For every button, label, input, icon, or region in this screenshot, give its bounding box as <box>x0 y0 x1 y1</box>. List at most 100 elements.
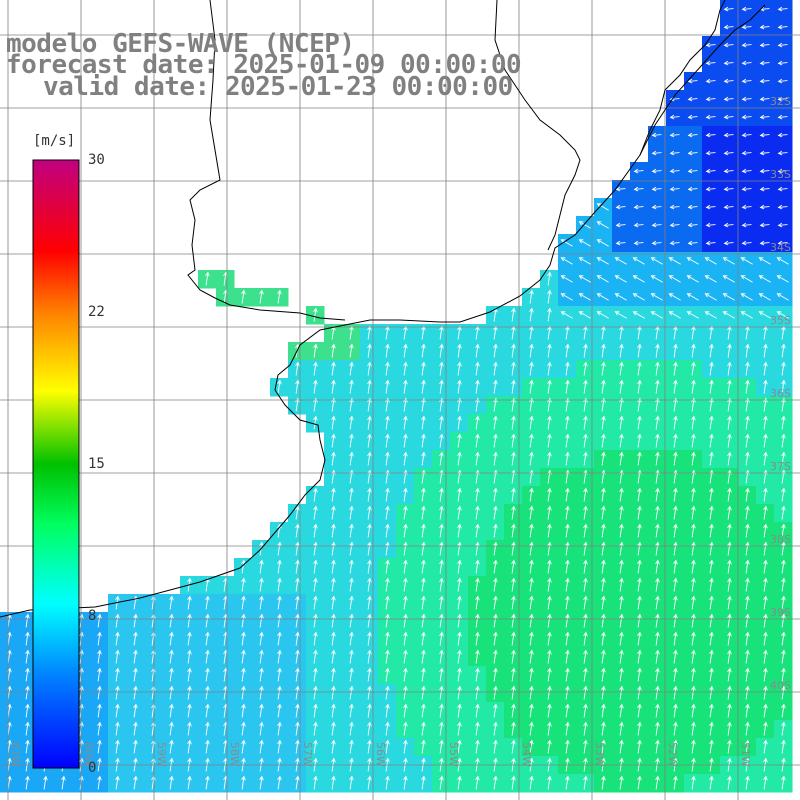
wind-arrow <box>493 415 498 430</box>
wind-arrow <box>475 325 480 340</box>
wind-arrow <box>727 379 732 394</box>
wind-arrow <box>727 613 732 628</box>
wind-arrow <box>547 397 552 412</box>
wind-arrow <box>691 703 696 718</box>
colorbar-tick-15: 15 <box>88 456 105 472</box>
wind-arrow <box>565 325 570 340</box>
wind-arrow <box>205 703 210 718</box>
wind-arrow <box>367 775 372 790</box>
wind-arrow <box>655 577 660 592</box>
wind-arrow <box>565 649 570 664</box>
wind-arrow <box>583 739 588 754</box>
wind-arrow <box>457 667 462 682</box>
wind-arrow <box>633 186 644 192</box>
wind-arrow <box>655 685 660 700</box>
wind-arrow <box>691 595 696 610</box>
wind-arrow <box>493 541 498 556</box>
wind-arrow <box>115 667 120 682</box>
wind-arrow <box>529 685 534 700</box>
wind-arrow <box>619 541 624 556</box>
wind-arrow <box>331 433 336 448</box>
wind-arrow <box>493 361 498 376</box>
wind-arrow <box>529 361 534 376</box>
wind-arrow <box>740 311 753 319</box>
wind-arrow <box>529 307 534 322</box>
uruguay-border <box>494 0 581 251</box>
wind-arrow <box>763 433 768 448</box>
wind-arrow <box>583 541 588 556</box>
wind-arrow <box>763 649 768 664</box>
wind-arrow <box>349 595 354 610</box>
wind-arrow <box>669 204 680 210</box>
wind-arrow <box>745 577 750 592</box>
wind-arrow <box>669 240 680 246</box>
wind-arrow <box>259 667 264 682</box>
wind-arrow <box>403 703 408 718</box>
wind-arrow <box>691 523 696 538</box>
wind-arrow <box>704 275 717 283</box>
wind-arrow <box>457 361 462 376</box>
wind-arrow <box>295 361 300 376</box>
wind-arrow <box>668 257 681 265</box>
wind-arrow <box>687 78 698 84</box>
wind-arrow <box>709 325 714 340</box>
wind-arrow <box>403 541 408 556</box>
wind-arrow <box>187 613 192 628</box>
wind-arrow <box>619 505 624 520</box>
wind-arrow <box>259 721 264 736</box>
wind-arrow <box>475 703 480 718</box>
wind-arrow <box>759 186 770 192</box>
wind-arrow <box>565 541 570 556</box>
wind-arrow <box>439 703 444 718</box>
wind-arrow <box>709 667 714 682</box>
wind-arrow <box>745 595 750 610</box>
wind-arrow <box>421 397 426 412</box>
wind-arrow <box>385 685 390 700</box>
wind-arrow <box>686 311 699 319</box>
wind-arrow <box>578 257 591 265</box>
wind-arrows <box>7 6 789 790</box>
wind-arrow <box>187 649 192 664</box>
wind-arrow <box>673 505 678 520</box>
wind-arrow <box>723 132 734 138</box>
wind-arrow <box>97 667 102 682</box>
wind-arrow <box>745 775 750 790</box>
wind-arrow <box>763 613 768 628</box>
wind-arrow <box>547 433 552 448</box>
wind-arrow <box>349 487 354 502</box>
wind-arrow <box>349 523 354 538</box>
wind-arrow <box>457 559 462 574</box>
wind-arrow <box>547 649 552 664</box>
wind-arrow <box>277 379 282 394</box>
wind-arrow <box>421 577 426 592</box>
wind-arrow <box>457 451 462 466</box>
wind-arrow <box>637 433 642 448</box>
wind-arrow <box>169 667 174 682</box>
wind-arrow <box>781 559 786 574</box>
wind-arrow <box>349 613 354 628</box>
wind-arrow <box>493 685 498 700</box>
wind-arrow <box>745 415 750 430</box>
wind-arrow <box>205 631 210 646</box>
wind-arrow <box>511 559 516 574</box>
wind-arrow <box>169 631 174 646</box>
wind-arrow <box>367 451 372 466</box>
wind-arrow <box>385 775 390 790</box>
wind-arrow <box>367 649 372 664</box>
wind-arrow <box>723 6 734 12</box>
wind-arrow <box>295 775 300 790</box>
wind-arrow <box>241 667 246 682</box>
wind-arrow <box>601 685 606 700</box>
wind-arrow <box>691 649 696 664</box>
wind-arrow <box>777 132 788 138</box>
wind-arrow <box>97 739 102 754</box>
wind-arrow <box>619 721 624 736</box>
wind-arrow <box>727 505 732 520</box>
wind-arrow <box>723 150 734 156</box>
wind-arrow <box>637 397 642 412</box>
wind-arrow <box>705 150 716 156</box>
wind-arrow <box>475 739 480 754</box>
wind-arrow <box>259 595 264 610</box>
wind-arrow <box>709 613 714 628</box>
wind-arrow <box>259 559 264 574</box>
